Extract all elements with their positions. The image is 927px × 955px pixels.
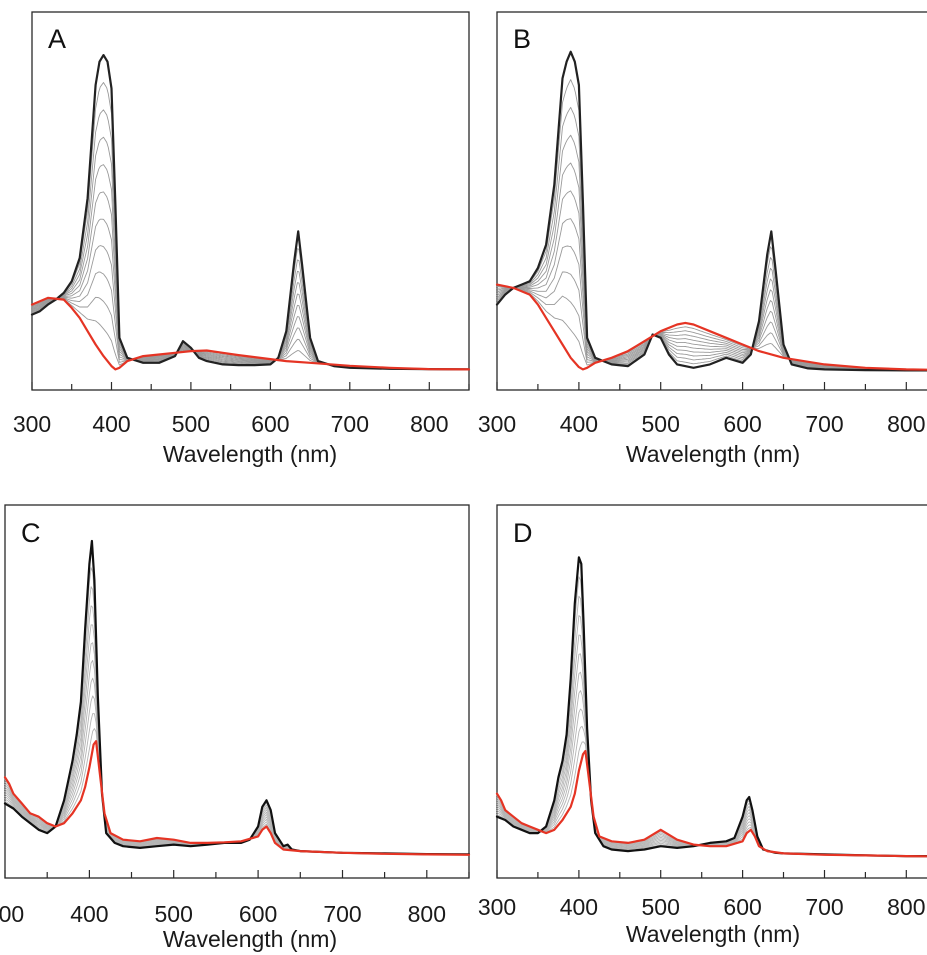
panel-d-intermediate-trace (496, 690, 927, 857)
panel-d-ticks: 300 400 500 600 700 800 (478, 870, 925, 920)
panel-a-intermediate-trace (31, 271, 470, 370)
panel-a-tick-label: 700 (331, 411, 369, 437)
panel-b-tick-label: 600 (723, 411, 761, 437)
panel-d-traces (495, 556, 927, 858)
panel-d-intermediate-trace (496, 741, 927, 857)
panel-d-xlabel: Wavelength (nm) (626, 921, 800, 947)
panel-c-ticks: 300 400 500 600 700 800 (0, 870, 470, 927)
panel-c-tick-label: 700 (323, 901, 361, 927)
panel-d-intermediate-trace (496, 634, 927, 857)
panel-b-tick-label: 500 (642, 411, 680, 437)
panel-a-ticks: 300 400 500 600 700 800 (13, 382, 470, 437)
panel-a-intermediate-trace (31, 82, 470, 370)
panel-c-tick-label: 800 (408, 901, 446, 927)
panel-d-tick-label: 600 (723, 894, 761, 920)
panel-c-intermediate-trace (4, 605, 470, 855)
panel-c-tick-label: 600 (239, 901, 277, 927)
panel-a: 300 400 500 600 700 800 A Wavelength (nm) (13, 11, 471, 467)
panel-b-xlabel: Wavelength (nm) (626, 441, 800, 467)
panel-a-frame (31, 11, 470, 391)
panel-c-xlabel: Wavelength (nm) (163, 926, 337, 952)
panel-b-tick-label: 800 (887, 411, 925, 437)
panel-a-intermediate-trace (31, 191, 470, 370)
panel-a-tick-label: 500 (172, 411, 210, 437)
panel-a-intermediate-trace (31, 296, 470, 370)
panel-d-tick-label: 800 (887, 894, 925, 920)
panel-c: 300 400 500 600 700 800 C Wavelength (nm) (0, 504, 471, 952)
panel-d-intermediate-trace (496, 595, 927, 857)
panel-d-label: D (513, 518, 533, 548)
panel-d-initial-trace (495, 556, 927, 858)
panel-b-intermediate-trace (496, 285, 927, 371)
panel-a-tick-label: 600 (251, 411, 289, 437)
panel-b-intermediate-trace (496, 218, 927, 371)
panel-d-final-trace (495, 749, 927, 858)
panel-c-frame (4, 504, 470, 879)
panel-c-intermediate-trace (4, 624, 470, 855)
panel-c-tick-label: 300 (0, 901, 24, 927)
panel-d-intermediate-trace (496, 708, 927, 857)
panel-d-tick-label: 700 (805, 894, 843, 920)
panel-d-intermediate-trace (496, 576, 927, 857)
panel-c-final-trace (3, 740, 471, 856)
panel-b-tick-label: 300 (478, 411, 516, 437)
panel-a-tick-label: 400 (92, 411, 130, 437)
panel-b: 300 400 500 600 700 800 B Wavelength (nm) (478, 11, 927, 467)
panel-d-intermediate-trace (496, 653, 927, 857)
panel-d: 300 400 500 600 700 800 D Wavelength (nm) (478, 504, 927, 947)
panel-a-label: A (48, 24, 66, 54)
panel-d-tick-label: 500 (642, 894, 680, 920)
panel-b-tick-label: 400 (560, 411, 598, 437)
panel-b-intermediate-trace (496, 162, 927, 371)
panel-b-final-trace (495, 283, 927, 371)
panel-b-intermediate-trace (496, 79, 927, 371)
panel-d-tick-label: 300 (478, 894, 516, 920)
panel-a-xlabel: Wavelength (nm) (163, 441, 337, 467)
panel-c-label: C (21, 518, 41, 548)
panel-a-traces (30, 54, 471, 371)
panel-c-traces (3, 539, 471, 856)
panel-a-final-trace (30, 296, 471, 371)
panel-b-initial-trace (495, 50, 927, 372)
panel-a-initial-trace (30, 54, 471, 371)
panel-b-ticks: 300 400 500 600 700 800 (478, 382, 925, 437)
panel-a-tick-label: 800 (410, 411, 448, 437)
panel-c-tick-label: 400 (70, 901, 108, 927)
panel-a-tick-label: 300 (13, 411, 51, 437)
panel-c-tick-label: 500 (155, 901, 193, 927)
panel-c-intermediate-trace (4, 586, 470, 855)
panel-b-traces (495, 50, 927, 372)
panel-a-intermediate-trace (31, 245, 470, 370)
panel-b-label: B (513, 24, 531, 54)
panel-d-frame (496, 504, 927, 879)
panel-b-tick-label: 700 (805, 411, 843, 437)
panel-b-frame (496, 11, 927, 391)
panel-c-intermediate-trace (4, 713, 470, 856)
panel-c-initial-trace (3, 539, 471, 856)
panel-a-intermediate-trace (31, 164, 470, 370)
panel-d-tick-label: 400 (560, 894, 598, 920)
panel-b-intermediate-trace (496, 245, 927, 371)
